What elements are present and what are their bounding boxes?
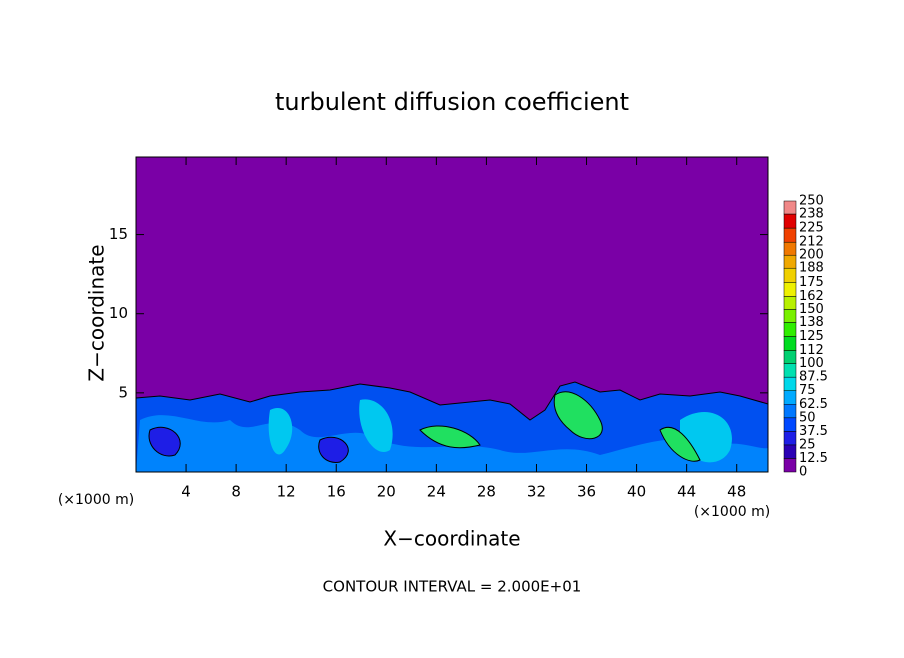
colorbar-cell: [783, 336, 797, 351]
colorbar-cell: [783, 350, 797, 364]
chart-title: turbulent diffusion coefficient: [275, 88, 629, 116]
colorbar-cell: [783, 213, 797, 229]
x-tick-label: 28: [477, 483, 496, 501]
x-unit-label: (×1000 m): [694, 504, 770, 520]
colorbar-cell: [783, 309, 797, 323]
colorbar-label: 238: [799, 207, 824, 222]
colorbar-label: 50: [799, 410, 816, 425]
colorbar-cell: [783, 417, 797, 432]
colorbar-cell: [783, 458, 797, 473]
y-tick-label: 10: [109, 304, 128, 322]
x-tick-label: 16: [327, 483, 346, 501]
colorbar-label: 225: [799, 221, 824, 236]
colorbar-cell: [783, 254, 797, 269]
colorbar-label: 12.5: [799, 451, 828, 466]
x-tick-label: 40: [627, 483, 646, 501]
colorbar-cell: [783, 200, 797, 215]
x-tick-label: 24: [427, 483, 446, 501]
colorbar-label: 37.5: [799, 424, 828, 439]
colorbar-cell: [783, 267, 797, 283]
y-tick-label: 5: [118, 383, 128, 401]
colorbar-label: 25: [799, 437, 816, 452]
x-tick-label: 48: [727, 483, 746, 501]
colorbar-cell: [783, 227, 797, 243]
colorbar-cell: [783, 444, 797, 459]
colorbar-label: 112: [799, 343, 824, 358]
colorbar-cell: [783, 404, 797, 419]
colorbar-label: 200: [799, 248, 824, 263]
colorbar-label: 212: [799, 235, 824, 250]
y-axis-label: Z−coordinate: [85, 244, 109, 381]
colorbar-cell: [783, 376, 797, 391]
y-tick-label: 15: [109, 225, 128, 243]
colorbar-label: 175: [799, 275, 824, 290]
colorbar-label: 188: [799, 261, 824, 276]
field-region: [268, 399, 732, 463]
colorbar-label: 87.5: [799, 370, 828, 385]
colorbar-cell: [783, 431, 797, 446]
x-unit-label: (×1000 m): [58, 492, 134, 508]
colorbar-label: 250: [799, 194, 824, 209]
colorbar-label: 150: [799, 302, 824, 317]
colorbar-label: 138: [799, 315, 824, 330]
colorbar-label: 62.5: [799, 397, 828, 412]
x-tick-label: 32: [527, 483, 546, 501]
x-tick-label: 4: [181, 483, 191, 501]
colorbar-label: 162: [799, 289, 824, 304]
colorbar-cell: [783, 296, 797, 310]
colorbar-cell: [783, 282, 797, 297]
x-tick-label: 44: [677, 483, 696, 501]
field-region: [148, 426, 349, 463]
colorbar-cell: [783, 363, 797, 378]
x-axis-label: X−coordinate: [383, 527, 520, 551]
colorbar-label: 75: [799, 383, 816, 398]
x-tick-label: 20: [377, 483, 396, 501]
colorbar-cell: [783, 322, 797, 337]
field-region: [136, 415, 768, 472]
colorbar-label: 100: [799, 356, 824, 371]
footer-note: CONTOUR INTERVAL = 2.000E+01: [323, 578, 582, 596]
colorbar-cell: [783, 390, 797, 405]
colorbar-cell: [783, 241, 797, 256]
plot-frame: [135, 156, 769, 473]
field-region: [419, 391, 701, 462]
x-tick-label: 8: [231, 483, 241, 501]
colorbar-label: 0: [799, 465, 807, 480]
x-tick-label: 12: [277, 483, 296, 501]
x-tick-label: 36: [577, 483, 596, 501]
field: [135, 156, 769, 473]
colorbar-label: 125: [799, 329, 824, 344]
